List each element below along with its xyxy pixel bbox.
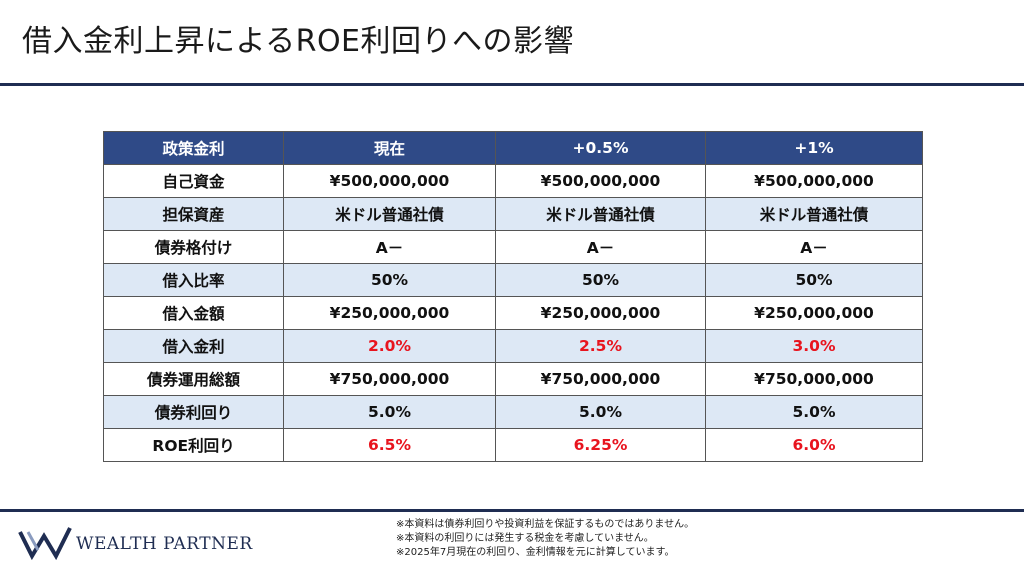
row-label: 借入比率 [103,263,284,297]
table-row: 債券格付け A－ A－ A－ [103,230,923,264]
footnote: ※2025年7月現在の利回り、金利情報を元に計算しています。 [396,547,675,558]
table-row: 借入比率 50% 50% 50% [103,263,923,297]
table-header-row: 政策金利 現在 +0.5% +1% [103,131,923,165]
logo-text: WEALTH PARTNER [76,534,253,554]
cell-value: 米ドル普通社債 [495,197,706,231]
row-label: 担保資産 [103,197,284,231]
row-label: 債券利回り [103,395,284,429]
cell-value-highlight: 2.0% [283,329,496,363]
cell-value: 米ドル普通社債 [705,197,923,231]
table-row: 借入金額 ¥250,000,000 ¥250,000,000 ¥250,000,… [103,296,923,330]
table-row: 自己資金 ¥500,000,000 ¥500,000,000 ¥500,000,… [103,164,923,198]
cell-value: ¥250,000,000 [495,296,706,330]
cell-value-highlight: 6.25% [495,428,706,462]
footnotes: ※本資料は債券利回りや投資利益を保証するものではありません。 ※本資料の利回りに… [396,518,694,560]
cell-value: 50% [283,263,496,297]
footnote: ※本資料は債券利回りや投資利益を保証するものではありません。 [396,519,695,530]
cell-value: ¥750,000,000 [283,362,496,396]
row-label: 自己資金 [103,164,284,198]
cell-value: A－ [705,230,923,264]
table-row: 借入金利 2.0% 2.5% 3.0% [103,329,923,363]
cell-value: 50% [495,263,706,297]
header-policy-rate: 政策金利 [103,131,284,165]
header-plus-one-percent: +1% [705,131,923,165]
cell-value: 5.0% [283,395,496,429]
cell-value: ¥250,000,000 [705,296,923,330]
table-row: 債券運用総額 ¥750,000,000 ¥750,000,000 ¥750,00… [103,362,923,396]
header-plus-half-percent: +0.5% [495,131,706,165]
cell-value: ¥500,000,000 [495,164,706,198]
footnote: ※本資料の利回りには発生する税金を考慮していません。 [396,533,654,544]
cell-value: ¥250,000,000 [283,296,496,330]
cell-value: 米ドル普通社債 [283,197,496,231]
table-row: 担保資産 米ドル普通社債 米ドル普通社債 米ドル普通社債 [103,197,923,231]
row-label: 債券運用総額 [103,362,284,396]
cell-value: ¥500,000,000 [705,164,923,198]
cell-value: 5.0% [705,395,923,429]
cell-value: 5.0% [495,395,706,429]
table-row: 債券利回り 5.0% 5.0% 5.0% [103,395,923,429]
cell-value: A－ [495,230,706,264]
cell-value: ¥750,000,000 [705,362,923,396]
table-row: ROE利回り 6.5% 6.25% 6.0% [103,428,923,462]
cell-value: A－ [283,230,496,264]
cell-value-highlight: 6.0% [705,428,923,462]
title-divider [0,83,1024,86]
row-label: 借入金額 [103,296,284,330]
cell-value-highlight: 2.5% [495,329,706,363]
row-label: 債券格付け [103,230,284,264]
footer-divider [0,509,1024,512]
page-title: 借入金利上昇によるROE利回りへの影響 [22,24,575,59]
row-label: 借入金利 [103,329,284,363]
row-label: ROE利回り [103,428,284,462]
cell-value-highlight: 6.5% [283,428,496,462]
rate-comparison-table: 政策金利 現在 +0.5% +1% 自己資金 ¥500,000,000 ¥500… [103,131,923,462]
wealth-partner-logo-icon [18,527,72,560]
header-current: 現在 [283,131,496,165]
cell-value: ¥750,000,000 [495,362,706,396]
cell-value: 50% [705,263,923,297]
cell-value: ¥500,000,000 [283,164,496,198]
cell-value-highlight: 3.0% [705,329,923,363]
